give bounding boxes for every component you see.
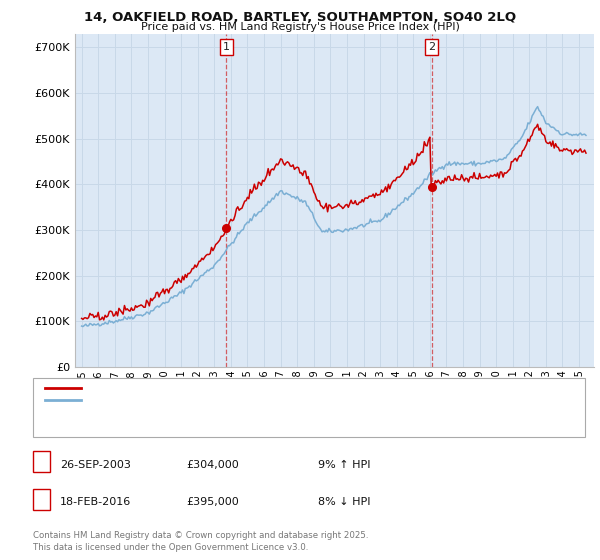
Text: HPI: Average price, detached house, New Forest: HPI: Average price, detached house, New … xyxy=(89,395,329,405)
Text: 9% ↑ HPI: 9% ↑ HPI xyxy=(318,460,371,470)
Text: 1: 1 xyxy=(223,42,230,52)
Text: 2: 2 xyxy=(38,496,45,509)
Text: 26-SEP-2003: 26-SEP-2003 xyxy=(60,460,131,470)
Text: 18-FEB-2016: 18-FEB-2016 xyxy=(60,497,131,507)
Text: 14, OAKFIELD ROAD, BARTLEY, SOUTHAMPTON, SO40 2LQ: 14, OAKFIELD ROAD, BARTLEY, SOUTHAMPTON,… xyxy=(84,11,516,24)
Text: 1: 1 xyxy=(38,458,45,472)
Text: 2: 2 xyxy=(428,42,436,52)
Text: Contains HM Land Registry data © Crown copyright and database right 2025.
This d: Contains HM Land Registry data © Crown c… xyxy=(33,531,368,552)
Text: £304,000: £304,000 xyxy=(186,460,239,470)
Text: £395,000: £395,000 xyxy=(186,497,239,507)
Text: Price paid vs. HM Land Registry's House Price Index (HPI): Price paid vs. HM Land Registry's House … xyxy=(140,22,460,32)
Text: 8% ↓ HPI: 8% ↓ HPI xyxy=(318,497,371,507)
Text: 14, OAKFIELD ROAD, BARTLEY, SOUTHAMPTON, SO40 2LQ (detached house): 14, OAKFIELD ROAD, BARTLEY, SOUTHAMPTON,… xyxy=(89,382,469,393)
